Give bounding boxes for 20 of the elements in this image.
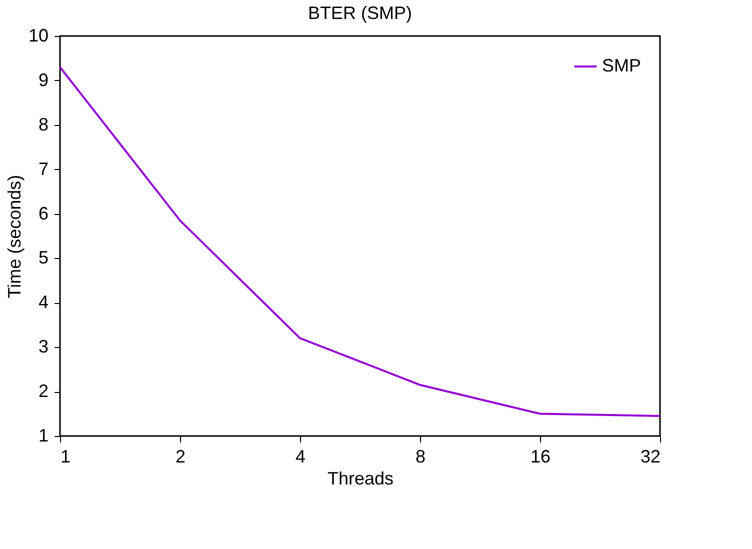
legend-label: SMP [602,56,642,76]
x-tick-label: 4 [295,446,306,466]
y-tick-label: 10 [28,26,48,46]
y-tick-label: 7 [38,158,48,179]
y-axis-title: Time (seconds) [4,174,24,298]
y-tick-label: 4 [38,292,48,312]
x-tick-label: 2 [175,446,186,466]
x-tick-label: 32 [640,446,660,466]
x-tick-label: 16 [530,446,551,466]
chart-title: BTER (SMP) [308,3,412,23]
x-tick-label: 1 [60,446,71,466]
y-tick-label: 5 [38,248,48,268]
y-tick-label: 1 [38,426,48,446]
y-tick-label: 6 [38,203,48,224]
y-tick-label: 8 [38,114,48,134]
y-tick-label: 2 [38,381,48,402]
y-tick-label: 3 [38,336,48,357]
y-tick-label: 9 [38,70,48,90]
x-tick-label: 8 [415,446,426,466]
x-axis-title: Threads [327,468,394,488]
